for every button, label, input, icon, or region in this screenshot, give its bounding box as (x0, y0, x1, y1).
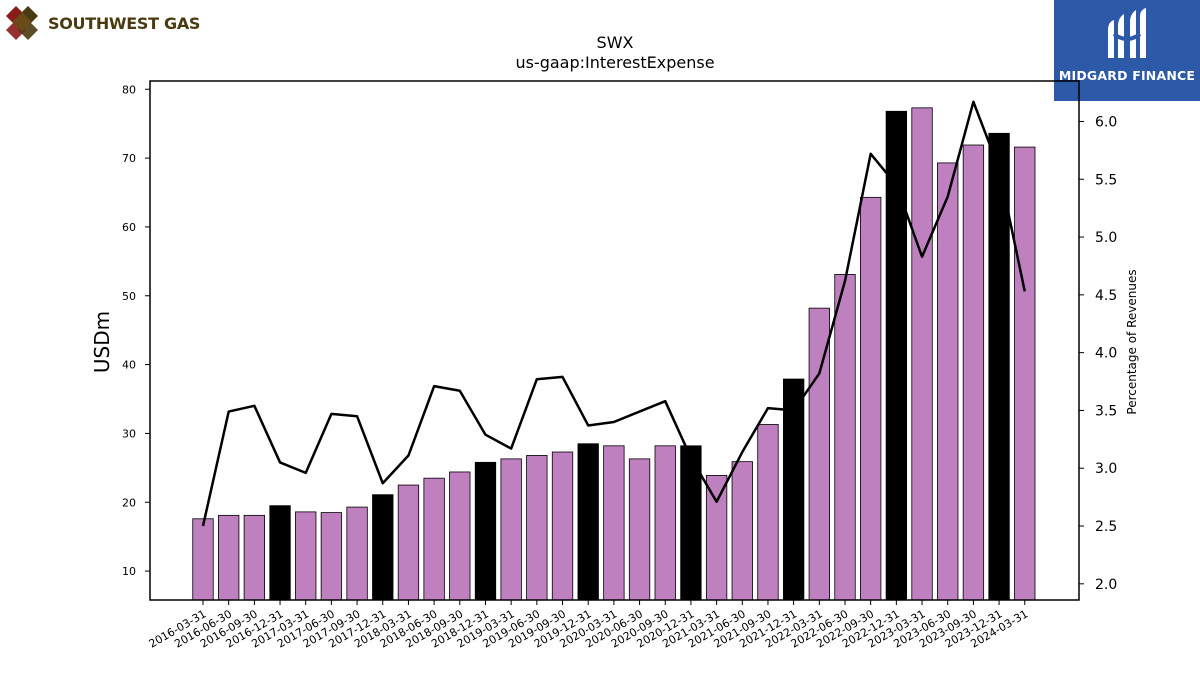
left-tick-label: 30 (122, 427, 136, 440)
bar-2020-06-30 (628, 458, 651, 601)
bar-2017-03-31 (295, 511, 317, 601)
bar-2023-09-30 (962, 144, 985, 601)
bar-2019-09-30 (551, 451, 574, 601)
y-axis-label: USDm (90, 311, 114, 373)
right-tick-label: 6.0 (1095, 114, 1117, 130)
right-tick-label: 3.5 (1095, 403, 1117, 419)
right-tick-label: 5.5 (1095, 172, 1117, 188)
bar-2018-06-30 (423, 477, 445, 601)
bar-2024-03-31 (1014, 146, 1036, 601)
bar-2019-12-31 (577, 443, 599, 601)
bar-2019-06-30 (526, 455, 548, 601)
bar-2021-09-30 (757, 424, 779, 601)
right-tick-label: 3.0 (1095, 461, 1117, 477)
bar-2021-06-30 (731, 461, 753, 601)
diamond-logo-icon (6, 6, 38, 40)
left-tick-label: 60 (122, 221, 136, 234)
bar-2017-12-31 (372, 494, 394, 601)
chart-title: SWX (597, 33, 634, 52)
bar-2018-03-31 (397, 484, 420, 601)
bar-2022-06-30 (834, 274, 856, 601)
right-tick-label: 2.5 (1095, 519, 1117, 535)
southwest-gas-logo: SOUTHWEST GAS (4, 4, 200, 42)
bar-2021-12-31 (782, 378, 805, 601)
bar-2017-06-30 (320, 512, 343, 601)
left-tick-label: 70 (122, 152, 136, 165)
right-tick-label: 4.0 (1095, 346, 1117, 362)
y-axis-right-label: Percentage of Revenues (1125, 269, 1139, 414)
right-tick-label: 2.0 (1095, 577, 1117, 593)
bar-2023-06-30 (937, 162, 959, 601)
bar-2019-03-31 (500, 458, 522, 601)
publisher-logo-text: MIDGARD FINANCE (1058, 68, 1196, 83)
left-axis-ticks: 10 20 30 40 50 60 70 80 (122, 83, 150, 578)
left-tick-label: 20 (122, 496, 136, 509)
left-tick-label: 10 (122, 565, 136, 578)
x-axis-ticks: 2016-03-312016-06-302016-09-302016-12-31… (147, 600, 1030, 651)
bar-2017-09-30 (346, 506, 368, 601)
left-tick-label: 80 (122, 83, 136, 96)
bar-series (192, 107, 1036, 601)
left-tick-label: 40 (122, 359, 136, 372)
bar-2020-03-31 (603, 445, 625, 601)
midgard-m-icon (1108, 8, 1146, 58)
midgard-finance-logo: MIDGARD FINANCE (1054, 0, 1200, 101)
bar-2018-09-30 (449, 471, 471, 601)
bar-2018-12-31 (474, 461, 497, 601)
right-tick-label: 5.0 (1095, 230, 1117, 246)
right-axis-ticks: 2.0 2.5 3.0 3.5 4.0 4.5 5.0 5.5 6.0 (1079, 114, 1117, 593)
right-tick-label: 4.5 (1095, 288, 1117, 304)
bar-2020-09-30 (654, 445, 676, 601)
bar-2023-03-31 (911, 107, 933, 601)
bar-2016-12-31 (269, 505, 291, 601)
plot-frame (149, 80, 1080, 601)
bar-2022-09-30 (860, 196, 882, 601)
bar-2021-03-31 (705, 475, 728, 601)
bar-2016-09-30 (243, 514, 266, 601)
company-logo-text: SOUTHWEST GAS (48, 13, 201, 33)
bar-2016-06-30 (218, 514, 240, 601)
revenue-percentage-line (201, 100, 1026, 527)
line-series (201, 100, 1026, 527)
bar-2016-03-31 (192, 518, 214, 601)
chart-subtitle: us-gaap:InterestExpense (515, 53, 714, 72)
left-tick-label: 50 (122, 290, 136, 303)
